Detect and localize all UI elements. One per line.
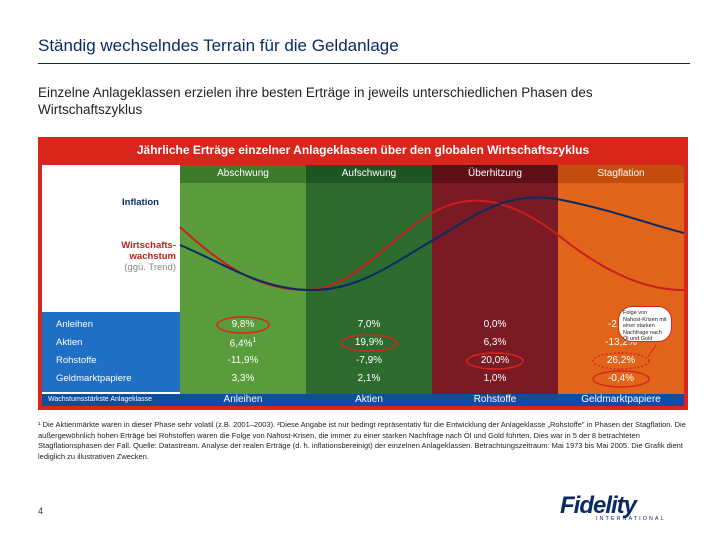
value-aktien-stagflation: -13,2% [605, 337, 637, 348]
growth-label-line2: wachstum [129, 251, 176, 262]
asset-label-panel [42, 312, 180, 392]
page-subtitle: Einzelne Anlageklassen erzielen ihre bes… [38, 85, 593, 117]
inflation-curve [179, 196, 684, 292]
best-class-label: Wachstumsstärkste Anlageklasse [48, 396, 153, 403]
stagflation-callout: Folge von Nahost-Krisen mit einer starke… [618, 306, 672, 342]
footnote: ¹ Die Aktienmärkte waren in dieser Phase… [38, 420, 686, 461]
highlight-rohstoffe-stagflation [592, 352, 650, 370]
value-aktien-ueberhitzung: 6,3% [483, 337, 507, 348]
value-aktien-aufschwung: 19,9% [354, 337, 384, 348]
phase-header-stagflation: Stagflation [558, 165, 684, 183]
phase-header-ueberhitzung: Überhitzung [432, 165, 558, 183]
best-class-label-box [42, 394, 180, 406]
highlight-geldmarkt-stagflation [592, 370, 650, 388]
title-divider [38, 63, 690, 64]
callout-connector [647, 344, 657, 358]
growth-label-line3: (ggü. Trend) [124, 262, 176, 273]
asset-label-aktien: Aktien [56, 337, 83, 348]
best-value-highlights [216, 316, 657, 388]
best-abschwung: Anleihen [223, 394, 263, 405]
footnote-mark: 1 [252, 337, 257, 344]
phase-header-abschwung: Abschwung [180, 165, 306, 183]
value-anleihen-abschwung: 9,8% [231, 319, 255, 330]
phase-column-abschwung [180, 165, 306, 406]
page-title: Ständig wechselndes Terrain für die Geld… [38, 36, 399, 55]
value-rohstoffe-aufschwung: -7,9% [355, 355, 383, 366]
best-stagflation: Geldmarktpapiere [581, 394, 661, 405]
asset-label-rohstoffe: Rohstoffe [56, 355, 97, 366]
value-anleihen-ueberhitzung: 0,0% [483, 319, 507, 330]
value-rohstoffe-stagflation: 26,2% [606, 355, 636, 366]
best-class-row [180, 394, 684, 406]
value-aktien-abschwung-text: 6,4% [229, 338, 253, 350]
page-number: 4 [38, 506, 44, 516]
inflation-label: Inflation [122, 197, 159, 208]
value-aktien-abschwung: 6,4%1 [185, 337, 301, 349]
best-ueberhitzung: Rohstoffe [473, 394, 517, 405]
value-rohstoffe-ueberhitzung: 20,0% [480, 355, 510, 366]
asset-label-geldmarktpapiere: Geldmarktpapiere [56, 373, 132, 384]
cycle-diagram-panel: Jährliche Erträge einzelner Anlageklasse… [38, 137, 688, 410]
asset-label-anleihen: Anleihen [56, 319, 93, 330]
value-anleihen-aufschwung: 7,0% [357, 319, 381, 330]
phase-header-aufschwung: Aufschwung [306, 165, 432, 183]
diagram-body: Abschwung Aufschwung Überhitzung Stagfla… [42, 165, 684, 406]
value-geldmarkt-abschwung: 3,3% [231, 373, 255, 384]
cycle-curves [179, 196, 684, 292]
value-geldmarkt-ueberhitzung: 1,0% [483, 373, 507, 384]
fidelity-logo-tagline: INTERNATIONAL [596, 516, 666, 522]
phase-column-stagflation [558, 165, 684, 406]
highlight-rohstoffe-ueberhitzung [466, 352, 524, 370]
fidelity-logo: Fidelity [560, 492, 637, 519]
highlight-aktien-aufschwung [340, 334, 398, 352]
growth-label-line1: Wirtschafts- [121, 240, 176, 251]
best-aufschwung: Aktien [355, 394, 383, 405]
value-geldmarkt-aufschwung: 2,1% [357, 373, 381, 384]
highlight-anleihen-abschwung [216, 316, 270, 334]
value-rohstoffe-abschwung: -11,9% [227, 355, 259, 366]
value-geldmarkt-stagflation: -0,4% [607, 373, 635, 384]
diagram-title: Jährliche Erträge einzelner Anlageklasse… [136, 143, 590, 157]
